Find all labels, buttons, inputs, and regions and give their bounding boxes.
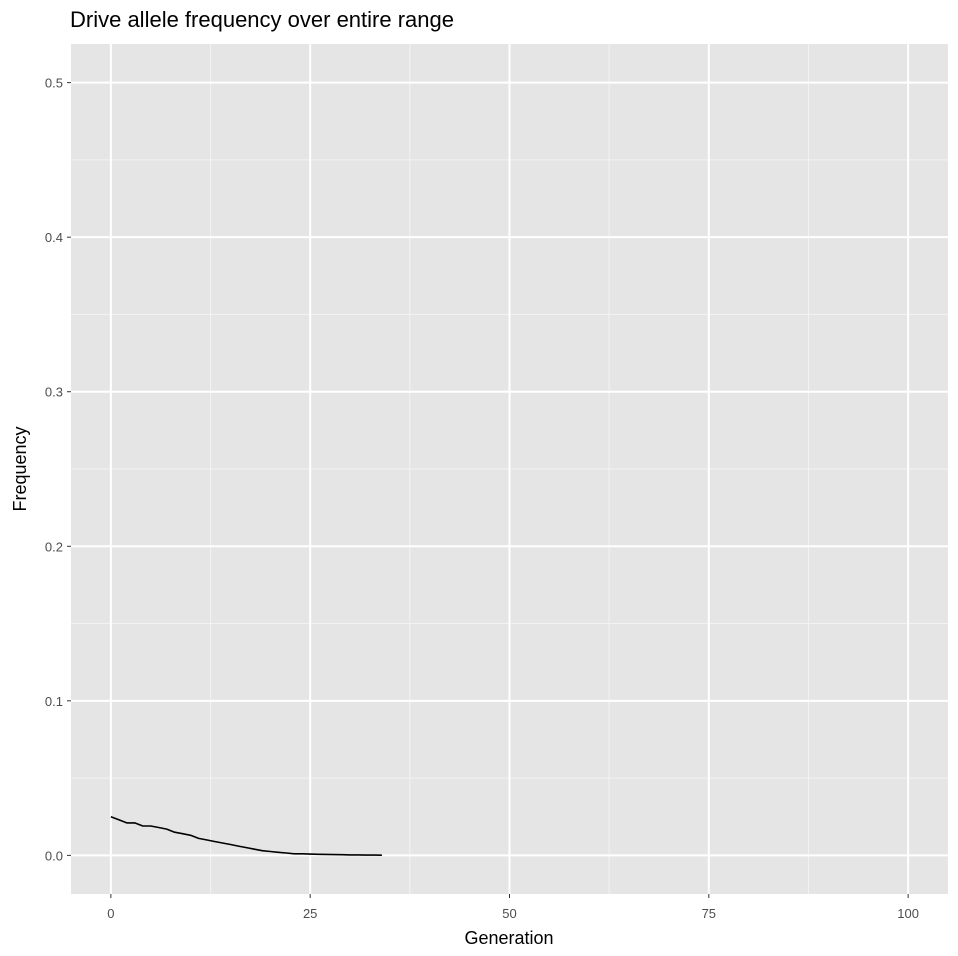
y-tick-label: 0.5 — [45, 76, 63, 91]
y-tick-label: 0.4 — [45, 230, 63, 245]
y-tick-label: 0.2 — [45, 539, 63, 554]
x-tick-label: 25 — [303, 906, 317, 921]
y-tick-label: 0.1 — [45, 694, 63, 709]
x-axis-title: Generation — [464, 928, 553, 948]
x-tick-label: 75 — [702, 906, 716, 921]
series-layer — [110, 815, 382, 856]
series-line — [110, 815, 382, 856]
x-tick-label: 100 — [897, 906, 919, 921]
y-tick-label: 0.0 — [45, 848, 63, 863]
x-axis: 0 25 50 75 100 — [107, 894, 919, 921]
y-tick-label: 0.3 — [45, 385, 63, 400]
major-gridlines — [71, 44, 948, 894]
x-tick-label: 0 — [107, 906, 114, 921]
y-axis: 0.0 0.1 0.2 0.3 0.4 0.5 — [45, 76, 71, 863]
x-tick-label: 50 — [502, 906, 516, 921]
y-axis-title: Frequency — [10, 426, 30, 511]
chart-title: Drive allele frequency over entire range — [70, 7, 454, 32]
